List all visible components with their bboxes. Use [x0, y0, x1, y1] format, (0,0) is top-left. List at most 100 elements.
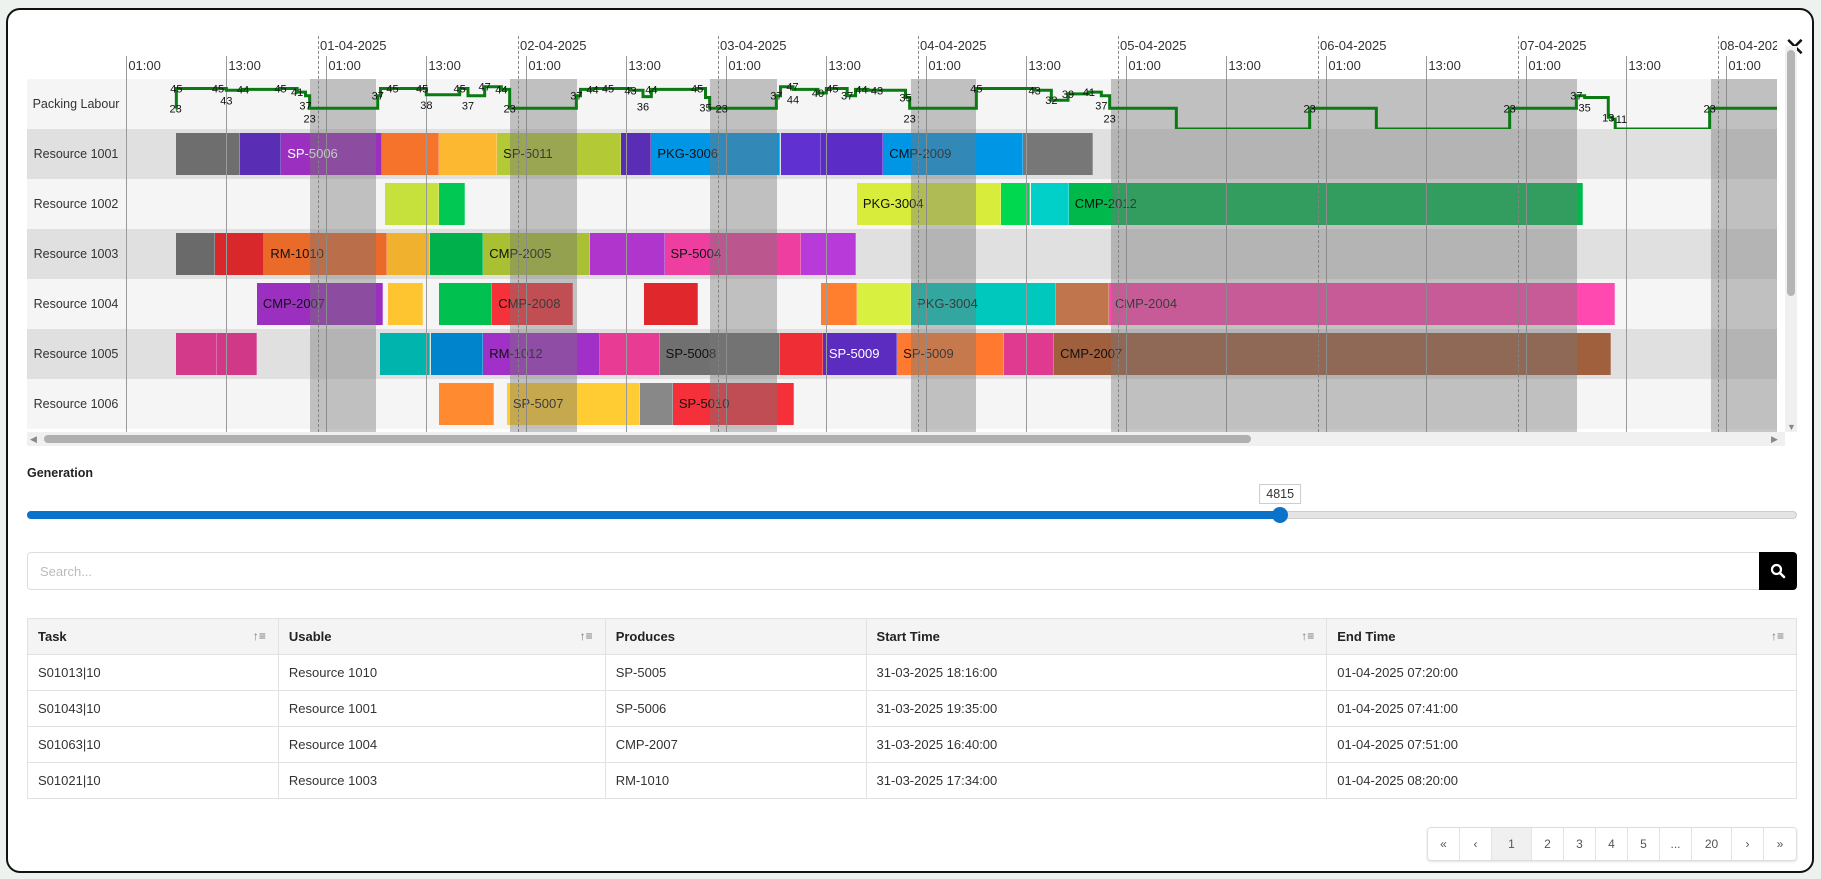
task-bar[interactable]: SP-5008 [659, 333, 780, 375]
labour-value-label: 45 [970, 84, 982, 96]
task-bar[interactable] [1030, 183, 1069, 225]
labour-step-line [174, 85, 1777, 129]
task-bar[interactable] [382, 133, 439, 175]
table-cell: S01013|10 [27, 654, 279, 691]
table-row[interactable]: S01013|10 Resource 1010 SP-5005 31-03-2025 … [27, 654, 1797, 691]
column-header-start-time[interactable]: Start Time ↑≡ [865, 618, 1328, 655]
task-bar[interactable] [176, 333, 218, 375]
time-label: 01:00 [328, 58, 361, 73]
table-row[interactable]: S01063|10 Resource 1004 CMP-2007 31-03-2025… [27, 726, 1797, 763]
page-button[interactable]: 3 [1564, 828, 1596, 860]
task-bar[interactable]: SP-5006 [281, 133, 383, 175]
page-button[interactable]: 5 [1628, 828, 1660, 860]
task-bar[interactable]: PKG-3004 [856, 183, 1001, 225]
page-button[interactable]: 4 [1596, 828, 1628, 860]
generation-slider[interactable]: 4815 [27, 484, 1797, 523]
labour-value-label: 44 [237, 84, 249, 96]
task-bar[interactable] [644, 283, 698, 325]
vertical-scrollbar[interactable]: ▼ [1785, 46, 1797, 432]
task-bar[interactable] [1004, 333, 1055, 375]
task-bar-label: CMP-2004 [1114, 296, 1178, 311]
task-bar[interactable] [1000, 183, 1031, 225]
search-input[interactable] [27, 552, 1759, 590]
time-gridline [226, 56, 228, 432]
column-header-usable[interactable]: Usable ↑≡ [277, 618, 606, 655]
task-bar[interactable]: SP-5009 [897, 333, 1005, 375]
task-bar[interactable] [438, 133, 498, 175]
task-bar[interactable]: PKG-3006 [651, 133, 781, 175]
task-bar[interactable]: SP-5007 [506, 383, 640, 425]
page-button[interactable]: 1 [1492, 828, 1532, 860]
task-bar[interactable] [779, 333, 823, 375]
column-header-label: Task [38, 629, 67, 644]
sort-icon[interactable]: ↑≡ [1770, 629, 1784, 643]
search-button[interactable] [1759, 552, 1797, 590]
sort-icon[interactable]: ↑≡ [579, 629, 593, 643]
labour-value-label: 47 [786, 82, 798, 94]
task-bar-label: PKG-3004 [917, 296, 978, 311]
day-divider [918, 36, 919, 432]
page-button[interactable]: 20 [1692, 828, 1732, 860]
task-bar[interactable] [856, 283, 912, 325]
task-bar[interactable]: CMP-2007 [256, 283, 384, 325]
task-bar[interactable]: CMP-2009 [883, 133, 1023, 175]
column-header-task[interactable]: Task ↑≡ [27, 618, 279, 655]
page-button[interactable]: ‹ [1460, 828, 1492, 860]
scroll-right-arrow-icon[interactable]: ▶ [1771, 434, 1778, 444]
task-bar[interactable] [821, 133, 884, 175]
page-button[interactable]: « [1428, 828, 1460, 860]
task-bar[interactable]: PKG-3004 [911, 283, 1057, 325]
task-bar[interactable] [438, 383, 495, 425]
task-bar[interactable] [214, 233, 265, 275]
task-bar[interactable] [599, 333, 660, 375]
task-bar[interactable] [639, 383, 673, 425]
horizontal-scrollbar[interactable]: ◀ ▶ [27, 432, 1785, 446]
horizontal-scroll-thumb[interactable] [44, 435, 1251, 443]
task-bar[interactable]: CMP-2004 [1108, 283, 1616, 325]
time-label: 01:00 [528, 58, 561, 73]
task-bar[interactable]: CMP-2005 [483, 233, 590, 275]
scroll-left-arrow-icon[interactable]: ◀ [30, 434, 37, 444]
task-bar-label: PKG-3004 [862, 196, 924, 211]
table-row[interactable]: S01043|10 Resource 1001 SP-5006 31-03-2025 … [27, 690, 1797, 727]
task-bar[interactable] [1022, 133, 1093, 175]
task-bar[interactable] [801, 233, 857, 275]
task-bar[interactable] [438, 183, 466, 225]
task-bar[interactable]: SP-5004 [664, 233, 802, 275]
task-bar[interactable]: SP-5011 [497, 133, 622, 175]
task-bar[interactable] [388, 283, 423, 325]
page-button[interactable]: ... [1660, 828, 1692, 860]
slider-thumb[interactable] [1272, 507, 1289, 523]
time-gridline [826, 56, 828, 432]
task-bar[interactable] [379, 333, 431, 375]
column-header-end-time[interactable]: End Time ↑≡ [1326, 618, 1797, 655]
task-bar[interactable] [429, 233, 484, 275]
labour-value-label: 23 [504, 103, 516, 115]
page-button[interactable]: » [1776, 837, 1784, 851]
task-bar[interactable]: RM-1010 [264, 233, 388, 275]
task-bar[interactable]: SP-5009 [822, 333, 898, 375]
page-button[interactable]: 2 [1532, 828, 1564, 860]
task-bar[interactable] [240, 133, 282, 175]
task-bar[interactable]: CMP-2012 [1068, 183, 1584, 225]
page-button[interactable]: › [1732, 828, 1764, 860]
task-bar[interactable] [1056, 283, 1109, 325]
task-bar[interactable]: CMP-2008 [492, 283, 573, 325]
task-bar[interactable] [176, 233, 215, 275]
task-bar[interactable]: RM-1012 [483, 333, 600, 375]
vertical-scroll-thumb[interactable] [1787, 50, 1795, 296]
sort-icon[interactable]: ↑≡ [252, 629, 266, 643]
task-bar[interactable]: SP-5010 [672, 383, 795, 425]
task-bar[interactable] [780, 133, 822, 175]
sort-icon[interactable]: ↑≡ [1301, 629, 1315, 643]
table-row[interactable]: S01021|10 Resource 1003 RM-1010 31-03-2025 … [27, 762, 1797, 799]
task-bar[interactable] [176, 133, 241, 175]
task-bar[interactable] [217, 333, 257, 375]
table-cell: 31-03-2025 16:40:00 [865, 726, 1328, 763]
task-bar[interactable] [430, 333, 484, 375]
task-bar[interactable] [384, 183, 439, 225]
scroll-down-arrow-icon[interactable]: ▼ [1787, 422, 1796, 432]
task-bar[interactable] [438, 283, 493, 325]
labour-value-label: 47 [479, 82, 491, 94]
task-bar[interactable] [387, 233, 430, 275]
